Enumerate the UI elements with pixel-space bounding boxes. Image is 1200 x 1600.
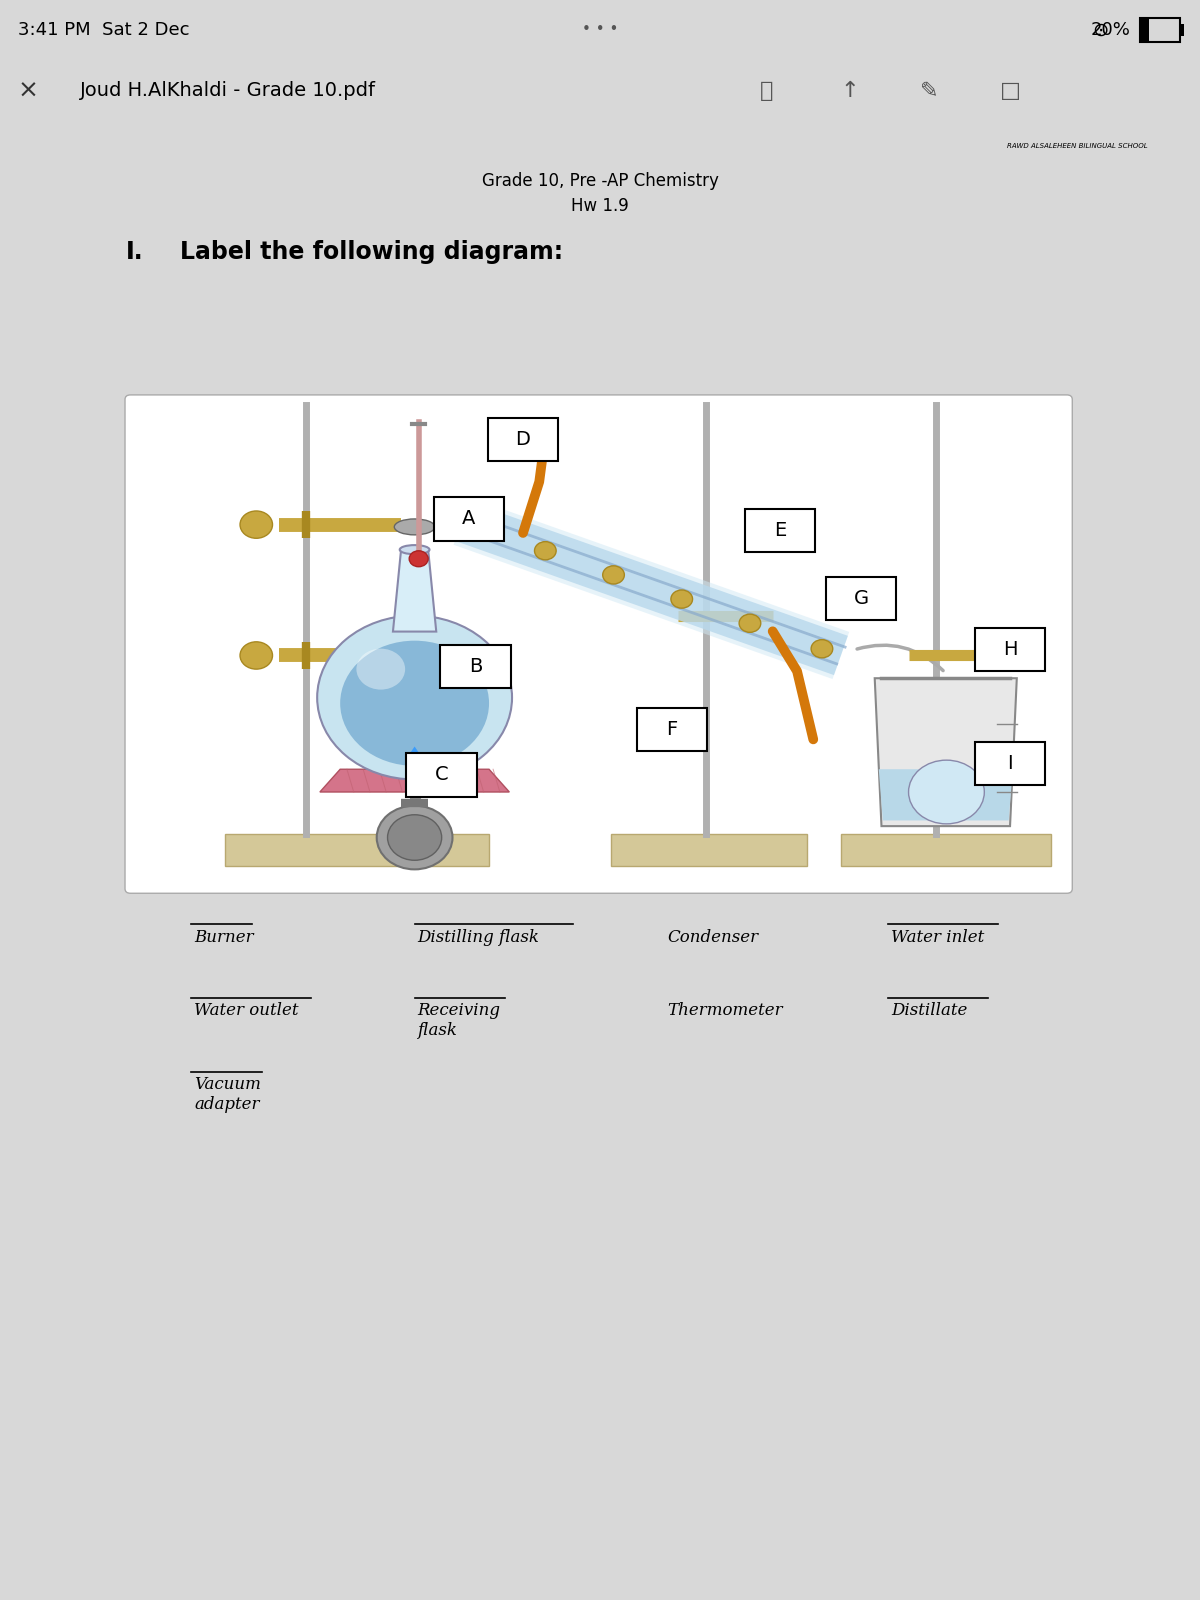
Polygon shape (878, 770, 1013, 821)
Circle shape (240, 510, 272, 538)
Circle shape (908, 760, 984, 824)
Ellipse shape (395, 518, 434, 534)
Text: 3:41 PM  Sat 2 Dec: 3:41 PM Sat 2 Dec (18, 21, 190, 38)
Text: RAWD ALSALEHEEN BILINGUAL SCHOOL: RAWD ALSALEHEEN BILINGUAL SCHOOL (1008, 144, 1148, 149)
Bar (745, 509, 815, 552)
Text: ⊙: ⊙ (1092, 21, 1108, 40)
Circle shape (602, 566, 624, 584)
Bar (440, 645, 511, 688)
Text: Burner: Burner (194, 928, 253, 946)
Text: Distilling flask: Distilling flask (418, 928, 539, 946)
Circle shape (671, 590, 692, 608)
Polygon shape (407, 747, 422, 774)
FancyBboxPatch shape (611, 834, 808, 866)
Text: B: B (469, 658, 482, 677)
FancyBboxPatch shape (226, 834, 490, 866)
Text: A: A (462, 509, 475, 528)
Circle shape (470, 518, 492, 538)
Text: 20%: 20% (1090, 21, 1130, 38)
Bar (974, 742, 1045, 786)
Ellipse shape (400, 546, 430, 554)
Text: ✎: ✎ (920, 80, 938, 101)
Text: C: C (434, 765, 449, 784)
FancyBboxPatch shape (841, 834, 1051, 866)
Text: ×: × (18, 78, 38, 102)
Bar (487, 418, 558, 461)
Text: Label the following diagram:: Label the following diagram: (180, 240, 564, 264)
Circle shape (534, 542, 556, 560)
Text: Condenser: Condenser (667, 928, 758, 946)
Ellipse shape (448, 512, 476, 530)
Text: ↑: ↑ (840, 80, 859, 101)
Circle shape (739, 614, 761, 632)
Text: Vacuum
adapter: Vacuum adapter (194, 1077, 260, 1114)
Polygon shape (320, 770, 509, 792)
Polygon shape (392, 550, 437, 632)
Text: E: E (774, 522, 786, 539)
Text: H: H (1003, 640, 1018, 659)
Text: Water outlet: Water outlet (194, 1003, 299, 1019)
Circle shape (409, 550, 428, 566)
Bar (1140, 18, 1180, 42)
Text: Thermometer: Thermometer (667, 1003, 784, 1019)
Text: □: □ (1000, 80, 1021, 101)
Bar (826, 578, 896, 621)
Text: D: D (516, 430, 530, 448)
Circle shape (388, 814, 442, 861)
Circle shape (811, 640, 833, 658)
Bar (1141, 19, 1150, 42)
Text: I.: I. (126, 240, 144, 264)
Bar (636, 707, 707, 750)
Circle shape (340, 640, 490, 766)
Text: Receiving
flask: Receiving flask (418, 1003, 500, 1038)
Text: F: F (666, 720, 677, 739)
Bar (974, 629, 1045, 672)
Text: G: G (853, 589, 869, 608)
Text: Grade 10, Pre -AP Chemistry: Grade 10, Pre -AP Chemistry (481, 171, 719, 190)
Polygon shape (875, 678, 1016, 826)
Bar (433, 498, 504, 541)
Text: Joud H.AlKhaldi - Grade 10.pdf: Joud H.AlKhaldi - Grade 10.pdf (80, 82, 376, 101)
Circle shape (317, 616, 512, 779)
Bar (1180, 24, 1184, 35)
Bar (407, 754, 476, 797)
FancyBboxPatch shape (125, 395, 1073, 893)
Circle shape (240, 642, 272, 669)
Text: I: I (1007, 754, 1013, 773)
Text: Water inlet: Water inlet (890, 928, 984, 946)
Text: ⌕: ⌕ (760, 80, 773, 101)
Text: • • •: • • • (582, 22, 618, 37)
Circle shape (377, 806, 452, 869)
Text: Distillate: Distillate (890, 1003, 967, 1019)
Text: Hw 1.9: Hw 1.9 (571, 197, 629, 214)
Circle shape (356, 648, 406, 690)
